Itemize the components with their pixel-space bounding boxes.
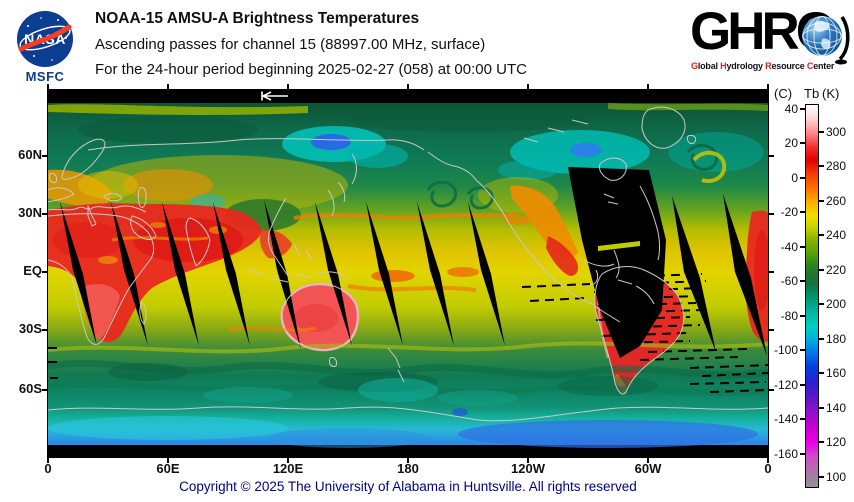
brightness-temperature-raster: [47, 90, 770, 457]
celsius-tick-label: -160: [773, 447, 798, 461]
bottom-tick: [407, 458, 409, 463]
left-tick: [42, 389, 47, 391]
tagline-h: H: [720, 61, 727, 71]
lat-label-30n: 30N: [18, 205, 42, 220]
celsius-tick-label: 20: [784, 136, 798, 150]
west-arrow-icon: [261, 91, 288, 101]
kelvin-tick-label: 280: [826, 159, 847, 173]
kelvin-tick-label: 100: [826, 470, 847, 484]
ghrc-logo: G H R C Global Hydrology Resource Center: [690, 2, 852, 80]
lon-label-180: 180: [397, 461, 419, 476]
celsius-tick-label: -100: [773, 343, 798, 357]
page-title: NOAA-15 AMSU-A Brightness Temperatures: [95, 10, 420, 27]
top-tick: [527, 84, 529, 89]
celsius-tick-label: -20: [780, 205, 798, 219]
colorbar-unit-celsius: (C): [774, 86, 793, 101]
nasa-logo: NASA: [17, 11, 73, 67]
celsius-tick-label: 40: [784, 102, 798, 116]
celsius-tick-label: -80: [780, 309, 798, 323]
bottom-tick: [527, 458, 529, 463]
right-tick: [769, 271, 774, 273]
missing-scanlines: [48, 273, 769, 393]
top-tick: [47, 84, 49, 89]
bottom-tick: [767, 458, 769, 463]
top-tick: [287, 84, 289, 89]
lon-label-60w: 60W: [634, 461, 662, 476]
coastlines: [47, 106, 769, 422]
colorbar-unit-kelvin: (K): [822, 86, 840, 101]
kelvin-tick-label: 260: [826, 194, 847, 208]
lat-label-30s: 30S: [18, 321, 42, 336]
tagline-r: R: [765, 61, 772, 71]
missing-data-region: [568, 167, 666, 358]
celsius-tick-label: -60: [780, 274, 798, 288]
left-tick: [42, 329, 47, 331]
msfc-label: MSFC: [25, 69, 65, 84]
kelvin-tick-label: 220: [826, 263, 847, 277]
world-map: [47, 89, 770, 458]
lon-label-0e: 0: [764, 461, 772, 476]
left-tick: [42, 213, 47, 215]
south-nodata-strip: [48, 445, 768, 457]
kelvin-tick-label: 160: [826, 366, 847, 380]
kelvin-tick-label: 120: [826, 435, 847, 449]
top-tick: [407, 84, 409, 89]
colorbar: [805, 104, 819, 488]
kelvin-tick-label: 300: [826, 125, 847, 139]
right-tick: [769, 389, 774, 391]
bottom-tick: [647, 458, 649, 463]
celsius-tick-label: -140: [773, 412, 798, 426]
celsius-tick-label: -120: [773, 378, 798, 392]
colorbar-unit-tb: Tb: [804, 86, 820, 101]
celsius-tick-label: -40: [780, 240, 798, 254]
lon-label-60e: 60E: [156, 461, 180, 476]
left-tick: [42, 271, 47, 273]
bottom-tick: [47, 458, 49, 463]
tagline-c: C: [806, 61, 814, 71]
bottom-tick: [167, 458, 169, 463]
lon-label-120w: 120W: [511, 461, 545, 476]
subtitle-period: For the 24-hour period beginning 2025-02…: [95, 61, 527, 78]
lat-label-60s: 60S: [18, 381, 42, 396]
lon-label-120e: 120E: [272, 461, 304, 476]
right-tick: [769, 213, 774, 215]
ghrc-tagline: Global Hydrology Resource Center: [691, 61, 835, 71]
top-tick: [767, 84, 769, 89]
lat-label-eq: EQ: [23, 263, 42, 278]
kelvin-tick-label: 180: [826, 332, 847, 346]
right-tick: [769, 329, 774, 331]
lon-label-0w: 0: [44, 461, 52, 476]
celsius-tick-label: 0: [791, 171, 798, 185]
top-tick: [167, 84, 169, 89]
tagline-g: G: [691, 61, 698, 71]
kelvin-tick-label: 200: [826, 297, 847, 311]
copyright-notice: Copyright © 2025 The University of Alaba…: [179, 479, 637, 494]
left-tick: [42, 155, 47, 157]
north-nodata-strip: [48, 90, 768, 103]
lat-label-60n: 60N: [18, 147, 42, 162]
top-tick: [647, 84, 649, 89]
kelvin-tick-label: 240: [826, 228, 847, 242]
bottom-tick: [287, 458, 289, 463]
swath-gap-gores: [60, 194, 767, 356]
kelvin-tick-label: 140: [826, 401, 847, 415]
subtitle-channel: Ascending passes for channel 15 (88997.0…: [95, 36, 486, 53]
globe-icon: [802, 16, 850, 65]
right-tick: [769, 155, 774, 157]
